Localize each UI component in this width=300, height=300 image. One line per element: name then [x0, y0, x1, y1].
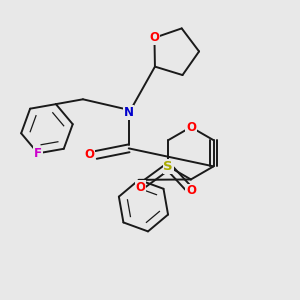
- Text: O: O: [149, 31, 159, 44]
- Text: O: O: [186, 184, 196, 197]
- Text: F: F: [34, 147, 42, 160]
- Text: O: O: [135, 181, 146, 194]
- Text: N: N: [124, 106, 134, 119]
- Text: O: O: [186, 121, 196, 134]
- Text: S: S: [164, 160, 173, 173]
- Text: O: O: [85, 148, 94, 161]
